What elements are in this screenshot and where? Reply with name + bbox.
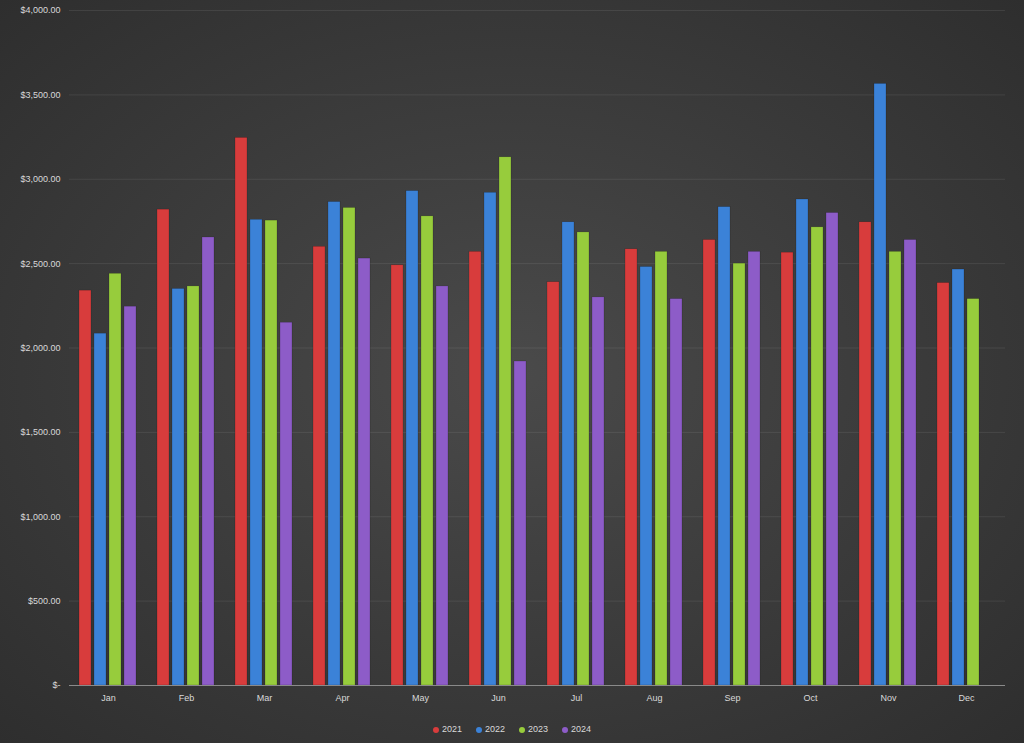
svg-text:Jan: Jan (101, 693, 116, 703)
svg-text:Mar: Mar (257, 693, 273, 703)
svg-text:Feb: Feb (179, 693, 195, 703)
svg-text:$3,500.00: $3,500.00 (20, 90, 60, 100)
svg-text:Aug: Aug (646, 693, 662, 703)
svg-text:$500.00: $500.00 (28, 596, 61, 606)
svg-text:Sep: Sep (724, 693, 740, 703)
svg-text:Jun: Jun (491, 693, 506, 703)
html-text:2022: 2022 (485, 724, 505, 734)
svg-text:$3,000.00: $3,000.00 (20, 174, 60, 184)
svg-text:$2,500.00: $2,500.00 (20, 259, 60, 269)
svg-text:$-: $- (52, 680, 60, 690)
svg-text:$1,000.00: $1,000.00 (20, 512, 60, 522)
svg-text:May: May (412, 693, 430, 703)
svg-text:Jul: Jul (571, 693, 583, 703)
svg-text:Nov: Nov (880, 693, 897, 703)
html-text:2021: 2021 (441, 724, 462, 734)
svg-text:$1,500.00: $1,500.00 (20, 427, 60, 437)
svg-text:Dec: Dec (958, 693, 975, 703)
html-text:2024: 2024 (571, 724, 592, 734)
svg-text:$2,000.00: $2,000.00 (20, 343, 60, 353)
svg-text:Apr: Apr (335, 693, 349, 703)
html-text:2023: 2023 (528, 724, 548, 734)
svg-text:$4,000.00: $4,000.00 (20, 5, 60, 15)
svg-text:Oct: Oct (803, 693, 818, 703)
